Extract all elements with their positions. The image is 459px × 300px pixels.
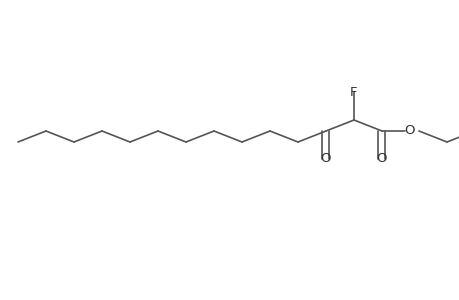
Text: O: O (376, 152, 386, 165)
Text: F: F (349, 86, 357, 99)
Text: O: O (404, 124, 414, 137)
Text: O: O (320, 152, 330, 165)
